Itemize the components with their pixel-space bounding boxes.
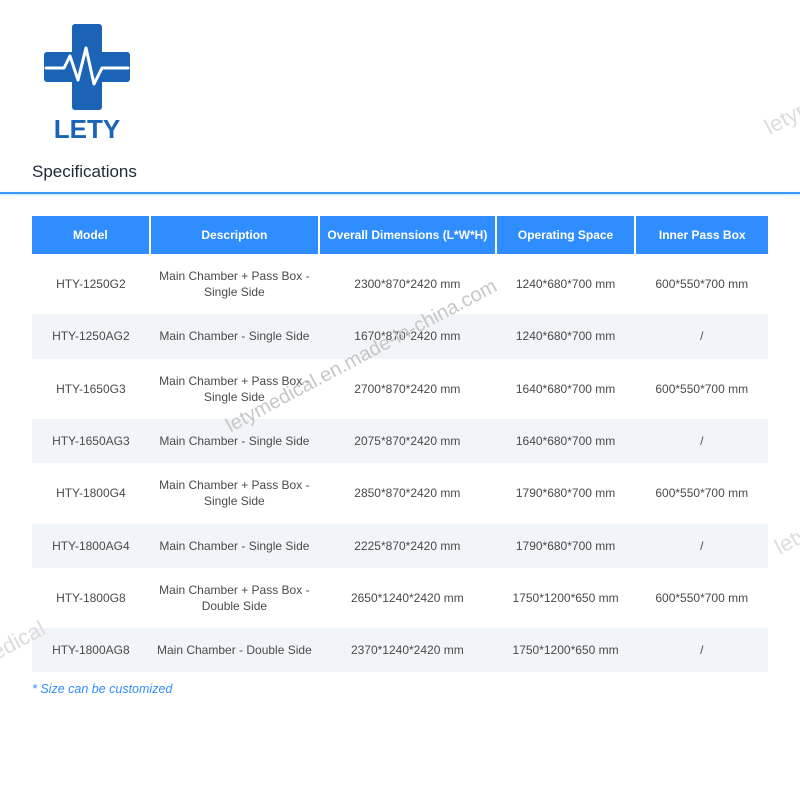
table-header-cell: Operating Space (496, 216, 636, 254)
table-row: HTY-1250AG2Main Chamber - Single Side167… (32, 314, 768, 358)
table-cell: HTY-1250AG2 (32, 314, 150, 358)
table-cell: 2700*870*2420 mm (319, 359, 496, 419)
table-cell: 1640*680*700 mm (496, 419, 636, 463)
table-cell: 600*550*700 mm (635, 568, 768, 628)
table-cell: Main Chamber + Pass Box - Double Side (150, 568, 319, 628)
brand-name-text: LETY (54, 114, 120, 144)
table-cell: 2300*870*2420 mm (319, 254, 496, 314)
table-cell: / (635, 628, 768, 672)
table-cell: 600*550*700 mm (635, 254, 768, 314)
table-header-cell: Description (150, 216, 319, 254)
table-cell: HTY-1800AG8 (32, 628, 150, 672)
spec-table: ModelDescriptionOverall Dimensions (L*W*… (32, 216, 768, 672)
table-cell: 600*550*700 mm (635, 463, 768, 523)
table-cell: HTY-1650G3 (32, 359, 150, 419)
table-header-cell: Overall Dimensions (L*W*H) (319, 216, 496, 254)
table-cell: / (635, 314, 768, 358)
brand-logo: LETY (0, 0, 800, 148)
table-header-cell: Model (32, 216, 150, 254)
table-cell: 2370*1240*2420 mm (319, 628, 496, 672)
table-cell: Main Chamber + Pass Box - Single Side (150, 254, 319, 314)
table-cell: 600*550*700 mm (635, 359, 768, 419)
logo-graphic: LETY (32, 18, 142, 148)
table-row: HTY-1650AG3Main Chamber - Single Side207… (32, 419, 768, 463)
table-row: HTY-1800AG8Main Chamber - Double Side237… (32, 628, 768, 672)
table-cell: 1750*1200*650 mm (496, 628, 636, 672)
table-cell: Main Chamber - Single Side (150, 524, 319, 568)
table-cell: HTY-1800G4 (32, 463, 150, 523)
table-cell: 1670*870*2420 mm (319, 314, 496, 358)
table-row: HTY-1800AG4Main Chamber - Single Side222… (32, 524, 768, 568)
table-row: HTY-1800G8Main Chamber + Pass Box - Doub… (32, 568, 768, 628)
table-header-row: ModelDescriptionOverall Dimensions (L*W*… (32, 216, 768, 254)
table-body: HTY-1250G2Main Chamber + Pass Box - Sing… (32, 254, 768, 672)
table-header-cell: Inner Pass Box (635, 216, 768, 254)
table-cell: Main Chamber + Pass Box - Single Side (150, 359, 319, 419)
footnote: * Size can be customized (32, 682, 800, 696)
table-cell: 1750*1200*650 mm (496, 568, 636, 628)
table-cell: HTY-1650AG3 (32, 419, 150, 463)
table-cell: 2650*1240*2420 mm (319, 568, 496, 628)
table-cell: / (635, 419, 768, 463)
table-cell: Main Chamber - Double Side (150, 628, 319, 672)
table-row: HTY-1650G3Main Chamber + Pass Box - Sing… (32, 359, 768, 419)
table-cell: Main Chamber - Single Side (150, 314, 319, 358)
table-cell: 2850*870*2420 mm (319, 463, 496, 523)
table-row: HTY-1800G4Main Chamber + Pass Box - Sing… (32, 463, 768, 523)
section-title: Specifications (32, 162, 800, 182)
table-cell: 1640*680*700 mm (496, 359, 636, 419)
table-row: HTY-1250G2Main Chamber + Pass Box - Sing… (32, 254, 768, 314)
table-cell: 1790*680*700 mm (496, 524, 636, 568)
table-cell: / (635, 524, 768, 568)
watermark-side: letymedical (770, 486, 800, 561)
spec-table-wrap: ModelDescriptionOverall Dimensions (L*W*… (32, 216, 768, 672)
table-cell: HTY-1800G8 (32, 568, 150, 628)
table-cell: 1240*680*700 mm (496, 254, 636, 314)
table-cell: HTY-1800AG4 (32, 524, 150, 568)
table-cell: HTY-1250G2 (32, 254, 150, 314)
title-underline (0, 192, 800, 194)
table-cell: Main Chamber + Pass Box - Single Side (150, 463, 319, 523)
table-cell: 2225*870*2420 mm (319, 524, 496, 568)
table-cell: 1790*680*700 mm (496, 463, 636, 523)
table-cell: 1240*680*700 mm (496, 314, 636, 358)
table-cell: 2075*870*2420 mm (319, 419, 496, 463)
table-cell: Main Chamber - Single Side (150, 419, 319, 463)
